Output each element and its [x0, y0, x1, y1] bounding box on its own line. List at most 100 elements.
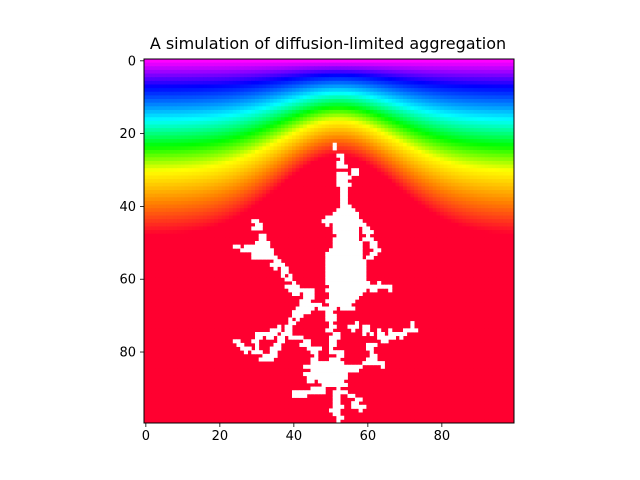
- heatmap-cell: [480, 142, 485, 147]
- heatmap-cell: [158, 146, 164, 151]
- heatmap-cell: [488, 95, 493, 100]
- heatmap-cell: [336, 200, 341, 206]
- heatmap-cell: [369, 135, 374, 140]
- heatmap-cell: [158, 226, 164, 231]
- heatmap-cell: [203, 59, 208, 64]
- heatmap-cell: [258, 106, 263, 111]
- heatmap-cell: [299, 157, 304, 162]
- heatmap-cell: [155, 186, 160, 191]
- heatmap-cell: [218, 193, 223, 198]
- heatmap-cell: [151, 204, 156, 209]
- heatmap-cell: [295, 66, 300, 71]
- heatmap-cell: [443, 160, 448, 166]
- heatmap-cell: [273, 150, 278, 155]
- heatmap-cell: [195, 222, 201, 228]
- heatmap-cell: [480, 91, 485, 96]
- heatmap-cell: [203, 186, 208, 191]
- heatmap-cell: [510, 146, 514, 151]
- heatmap-cell: [366, 200, 371, 206]
- heatmap-cell: [462, 190, 467, 195]
- heatmap-cell: [314, 146, 319, 151]
- heatmap-cell: [158, 204, 164, 209]
- heatmap-cell: [417, 175, 423, 180]
- heatmap-cell: [377, 73, 382, 78]
- heatmap-cell: [188, 120, 193, 126]
- heatmap-cell: [428, 62, 434, 67]
- heatmap-cell: [332, 80, 337, 86]
- heatmap-cell: [432, 99, 437, 104]
- heatmap-cell: [495, 135, 500, 140]
- heatmap-row: [144, 197, 514, 202]
- heatmap-cell: [166, 153, 171, 158]
- heatmap-cell: [306, 208, 312, 213]
- heatmap-cell: [306, 186, 312, 191]
- heatmap-cell: [477, 84, 482, 89]
- heatmap-cell: [362, 168, 367, 173]
- heatmap-row: [144, 73, 514, 78]
- heatmap-cell: [454, 135, 460, 140]
- heatmap-cell: [395, 139, 400, 144]
- heatmap-cell: [388, 200, 393, 206]
- heatmap-cell: [362, 84, 367, 89]
- heatmap-cell: [325, 120, 330, 126]
- heatmap-cell: [151, 219, 156, 224]
- heatmap-cell: [243, 153, 249, 158]
- heatmap-cell: [369, 62, 374, 67]
- heatmap-cell: [488, 102, 493, 107]
- heatmap-cell: [299, 131, 304, 137]
- heatmap-cell: [373, 160, 378, 166]
- heatmap-cell: [351, 117, 356, 122]
- heatmap-cell: [329, 150, 334, 155]
- heatmap-cell: [166, 208, 171, 213]
- heatmap-cell: [480, 186, 485, 191]
- heatmap-cell: [306, 124, 312, 129]
- heatmap-cell: [447, 150, 452, 155]
- heatmap-cell: [221, 186, 226, 191]
- heatmap-cell: [384, 109, 389, 115]
- heatmap-cell: [384, 171, 389, 177]
- heatmap-cell: [377, 150, 382, 155]
- heatmap-cell: [362, 160, 367, 166]
- heatmap-cell: [310, 113, 315, 118]
- heatmap-cell: [181, 84, 186, 89]
- heatmap-cell: [210, 226, 215, 231]
- heatmap-cell: [218, 175, 223, 180]
- heatmap-cell: [340, 66, 345, 71]
- heatmap-cell: [306, 135, 312, 140]
- heatmap-cell: [210, 113, 215, 118]
- heatmap-cell: [373, 182, 378, 187]
- heatmap-cell: [502, 69, 508, 75]
- heatmap-cell: [247, 157, 252, 162]
- heatmap-cell: [395, 233, 400, 238]
- heatmap-cell: [262, 69, 267, 75]
- heatmap-cell: [192, 211, 197, 217]
- heatmap-cell: [295, 73, 300, 78]
- heatmap-cell: [195, 182, 201, 187]
- heatmap-cell: [284, 62, 289, 67]
- heatmap-cell: [310, 77, 315, 82]
- heatmap-cell: [329, 131, 334, 137]
- heatmap-cell: [221, 128, 226, 133]
- heatmap-cell: [388, 69, 393, 75]
- heatmap-cell: [354, 131, 360, 137]
- heatmap-cell: [214, 146, 219, 151]
- heatmap-cell: [240, 113, 245, 118]
- heatmap-cell: [277, 171, 282, 177]
- heatmap-cell: [214, 124, 219, 129]
- heatmap-cell: [266, 117, 271, 122]
- heatmap-cell: [214, 59, 219, 64]
- heatmap-cell: [251, 190, 256, 195]
- heatmap-cell: [218, 109, 223, 115]
- heatmap-cell: [369, 179, 374, 184]
- heatmap-cell: [195, 73, 201, 78]
- heatmap-cell: [292, 135, 297, 140]
- heatmap-cell: [495, 91, 500, 96]
- heatmap-cell: [325, 164, 330, 169]
- heatmap-cell: [495, 226, 500, 231]
- heatmap-cell: [240, 171, 245, 177]
- heatmap-cell: [366, 182, 371, 187]
- heatmap-cell: [292, 113, 297, 118]
- heatmap-cell: [477, 215, 482, 220]
- heatmap-cell: [336, 84, 341, 89]
- heatmap-cell: [506, 208, 511, 213]
